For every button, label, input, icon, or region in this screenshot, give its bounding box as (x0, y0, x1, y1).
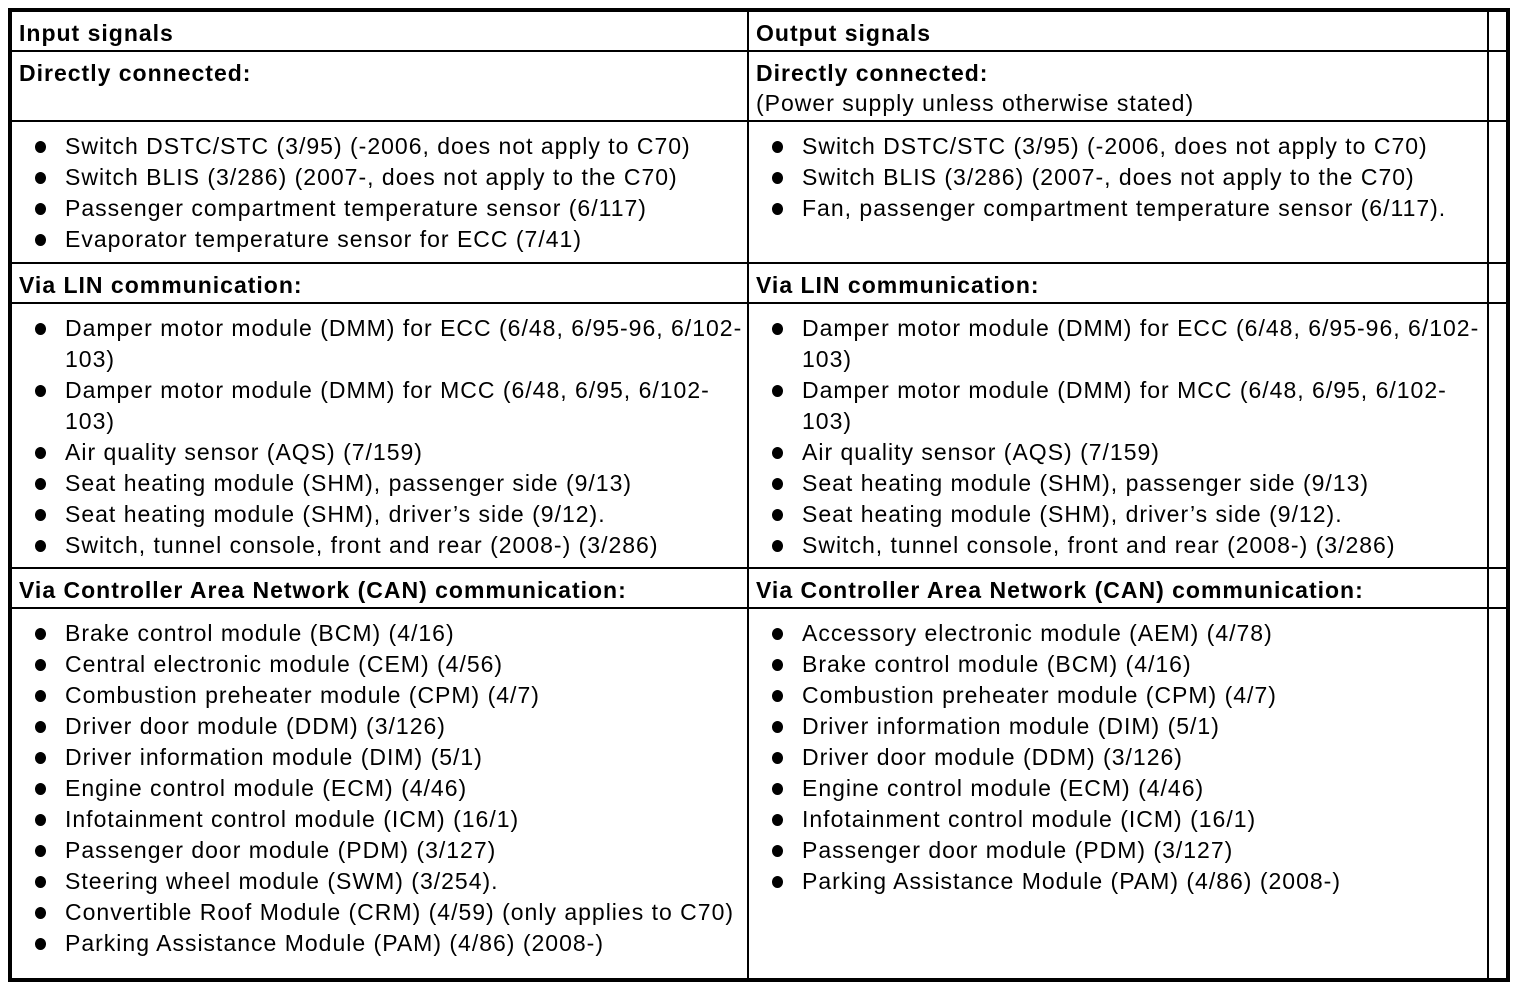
input-directly-connected-cell: Switch DSTC/STC (3/95) (-2006, does not … (12, 122, 749, 264)
input-can-cell: Brake control module (BCM) (4/16) Central… (12, 609, 749, 978)
section-heading-input-can: Via Controller Area Network (CAN) commun… (12, 569, 749, 609)
table-spacer-cell (1489, 304, 1506, 569)
list-item: Air quality sensor (AQS) (7/159) (22, 437, 743, 468)
list-item: Air quality sensor (AQS) (7/159) (759, 437, 1483, 468)
table-spacer-cell (1489, 12, 1506, 52)
list-item: Switch DSTC/STC (3/95) (-2006, does not … (22, 131, 743, 162)
table-spacer-cell (1489, 264, 1506, 304)
list-item: Passenger door module (PDM) (3/127) (759, 835, 1483, 866)
list-item: Infotainment control module (ICM) (16/1) (759, 804, 1483, 835)
list-item: Fan, passenger compartment temperature s… (759, 193, 1483, 224)
list-item: Combustion preheater module (CPM) (4/7) (22, 680, 743, 711)
list-item: Passenger door module (PDM) (3/127) (22, 835, 743, 866)
input-lin-cell: Damper motor module (DMM) for ECC (6/48,… (12, 304, 749, 569)
section-heading-note: (Power supply unless otherwise stated) (756, 90, 1195, 116)
list-item: Driver information module (DIM) (5/1) (759, 711, 1483, 742)
list-item: Passenger compartment temperature sensor… (22, 193, 743, 224)
input-directly-connected-list: Switch DSTC/STC (3/95) (-2006, does not … (22, 131, 743, 255)
section-heading-output-lin: Via LIN communication: (749, 264, 1489, 304)
section-heading-input-lin: Via LIN communication: (12, 264, 749, 304)
input-lin-list: Damper motor module (DMM) for ECC (6/48,… (22, 313, 743, 561)
list-item: Evaporator temperature sensor for ECC (7… (22, 224, 743, 255)
list-item: Engine control module (ECM) (4/46) (22, 773, 743, 804)
list-item: Damper motor module (DMM) for ECC (6/48,… (759, 313, 1483, 375)
list-item: Engine control module (ECM) (4/46) (759, 773, 1483, 804)
output-lin-list: Damper motor module (DMM) for ECC (6/48,… (759, 313, 1483, 561)
input-signals-header: Input signals (12, 12, 749, 52)
list-item: Switch DSTC/STC (3/95) (-2006, does not … (759, 131, 1483, 162)
list-item: Seat heating module (SHM), passenger sid… (22, 468, 743, 499)
list-item: Switch, tunnel console, front and rear (… (759, 530, 1483, 561)
list-item: Parking Assistance Module (PAM) (4/86) (… (22, 928, 743, 959)
list-item: Damper motor module (DMM) for MCC (6/48,… (22, 375, 743, 437)
input-can-list: Brake control module (BCM) (4/16) Central… (22, 618, 743, 959)
list-item: Switch BLIS (3/286) (2007-, does not app… (22, 162, 743, 193)
list-item: Infotainment control module (ICM) (16/1) (22, 804, 743, 835)
list-item: Damper motor module (DMM) for ECC (6/48,… (22, 313, 743, 375)
output-directly-connected-list: Switch DSTC/STC (3/95) (-2006, does not … (759, 131, 1483, 224)
list-item: Damper motor module (DMM) for MCC (6/48,… (759, 375, 1483, 437)
list-item: Switch BLIS (3/286) (2007-, does not app… (759, 162, 1483, 193)
list-item: Driver door module (DDM) (3/126) (759, 742, 1483, 773)
table-spacer-cell (1489, 52, 1506, 122)
list-item: Accessory electronic module (AEM) (4/78) (759, 618, 1483, 649)
signals-table: Input signals Output signals Directly co… (8, 8, 1510, 982)
output-can-list: Accessory electronic module (AEM) (4/78)… (759, 618, 1483, 897)
list-item: Steering wheel module (SWM) (3/254). (22, 866, 743, 897)
list-item: Brake control module (BCM) (4/16) (759, 649, 1483, 680)
list-item: Convertible Roof Module (CRM) (4/59) (on… (22, 897, 743, 928)
list-item: Central electronic module (CEM) (4/56) (22, 649, 743, 680)
list-item: Driver information module (DIM) (5/1) (22, 742, 743, 773)
output-directly-connected-cell: Switch DSTC/STC (3/95) (-2006, does not … (749, 122, 1489, 264)
section-heading-input-directly-connected: Directly connected: (12, 52, 749, 122)
list-item: Combustion preheater module (CPM) (4/7) (759, 680, 1483, 711)
section-heading-label: Directly connected: (756, 60, 989, 86)
list-item: Parking Assistance Module (PAM) (4/86) (… (759, 866, 1483, 897)
list-item: Seat heating module (SHM), passenger sid… (759, 468, 1483, 499)
list-item: Seat heating module (SHM), driver’s side… (759, 499, 1483, 530)
table-spacer-cell (1489, 569, 1506, 609)
list-item: Switch, tunnel console, front and rear (… (22, 530, 743, 561)
list-item: Seat heating module (SHM), driver’s side… (22, 499, 743, 530)
list-item: Driver door module (DDM) (3/126) (22, 711, 743, 742)
output-can-cell: Accessory electronic module (AEM) (4/78)… (749, 609, 1489, 978)
section-heading-output-can: Via Controller Area Network (CAN) commun… (749, 569, 1489, 609)
list-item: Brake control module (BCM) (4/16) (22, 618, 743, 649)
table-spacer-cell (1489, 609, 1506, 978)
output-lin-cell: Damper motor module (DMM) for ECC (6/48,… (749, 304, 1489, 569)
section-heading-output-directly-connected: Directly connected: (Power supply unless… (749, 52, 1489, 122)
output-signals-header: Output signals (749, 12, 1489, 52)
table-spacer-cell (1489, 122, 1506, 264)
